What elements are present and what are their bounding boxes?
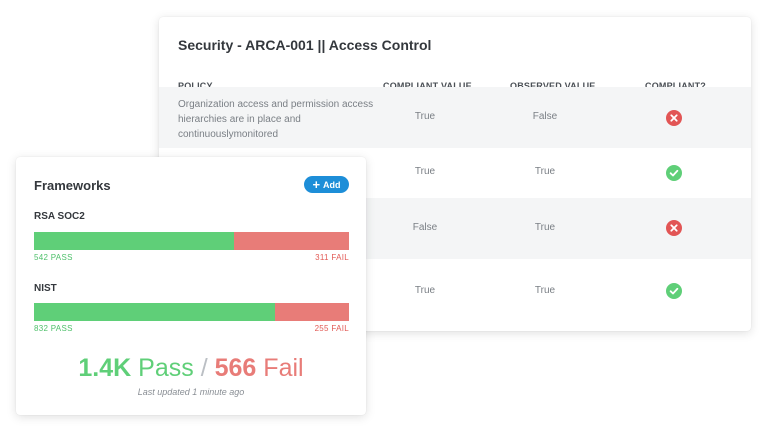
x-circle-icon <box>666 110 682 126</box>
column-observed-value: OBSERVED VALUE <box>510 81 596 91</box>
summary-fail-word: Fail <box>263 354 304 382</box>
pass-fill <box>34 232 235 250</box>
compliant-value: True <box>414 285 436 296</box>
observed-value: False <box>532 111 558 122</box>
observed-value: True <box>534 222 556 233</box>
security-title: Security - ARCA-001 || Access Control <box>178 37 432 53</box>
frameworks-title: Frameworks <box>34 178 111 193</box>
observed-value: True <box>534 166 556 177</box>
pass-fill <box>34 303 276 321</box>
add-button-label: Add <box>323 179 341 190</box>
observed-value: True <box>534 285 556 296</box>
check-circle-icon <box>666 283 682 299</box>
table-row[interactable]: True True <box>159 148 751 198</box>
compliant-value: True <box>414 166 436 177</box>
plus-icon: + <box>312 176 321 192</box>
summary-pass-word: Pass <box>138 354 194 382</box>
summary-separator: / <box>200 354 208 382</box>
column-compliant-value: COMPLIANT VALUE <box>383 81 472 91</box>
compliant-value: True <box>414 111 436 122</box>
framework-progress-bar <box>34 232 349 250</box>
framework-name: RSA SOC2 <box>34 211 85 222</box>
frameworks-card: Frameworks + Add RSA SOC2 542 PASS 311 F… <box>16 157 366 415</box>
check-circle-icon <box>666 165 682 181</box>
policy-text: Organization access and permission acces… <box>178 99 374 140</box>
x-circle-icon <box>666 220 682 236</box>
table-row[interactable]: True True <box>159 259 751 319</box>
table-row[interactable]: Organization access and permission acces… <box>159 87 751 148</box>
summary-pass-number: 1.4K <box>78 354 132 382</box>
column-policy: POLICY <box>178 81 213 91</box>
last-updated: Last updated 1 minute ago <box>137 387 245 397</box>
column-compliant: COMPLIANT? <box>645 81 706 91</box>
compliant-value: False <box>412 222 438 233</box>
framework-name: NIST <box>34 283 57 294</box>
pass-count: 832 PASS <box>34 324 73 333</box>
summary: 1.4K Pass / 566 Fail <box>16 353 366 383</box>
table-header: POLICY COMPLIANT VALUE OBSERVED VALUE CO… <box>159 81 751 95</box>
fail-count: 311 FAIL <box>315 253 349 262</box>
add-framework-button[interactable]: + Add <box>304 176 349 193</box>
framework-progress-bar <box>34 303 349 321</box>
fail-count: 255 FAIL <box>314 324 349 333</box>
summary-fail-number: 566 <box>214 354 257 382</box>
pass-count: 542 PASS <box>34 253 73 262</box>
